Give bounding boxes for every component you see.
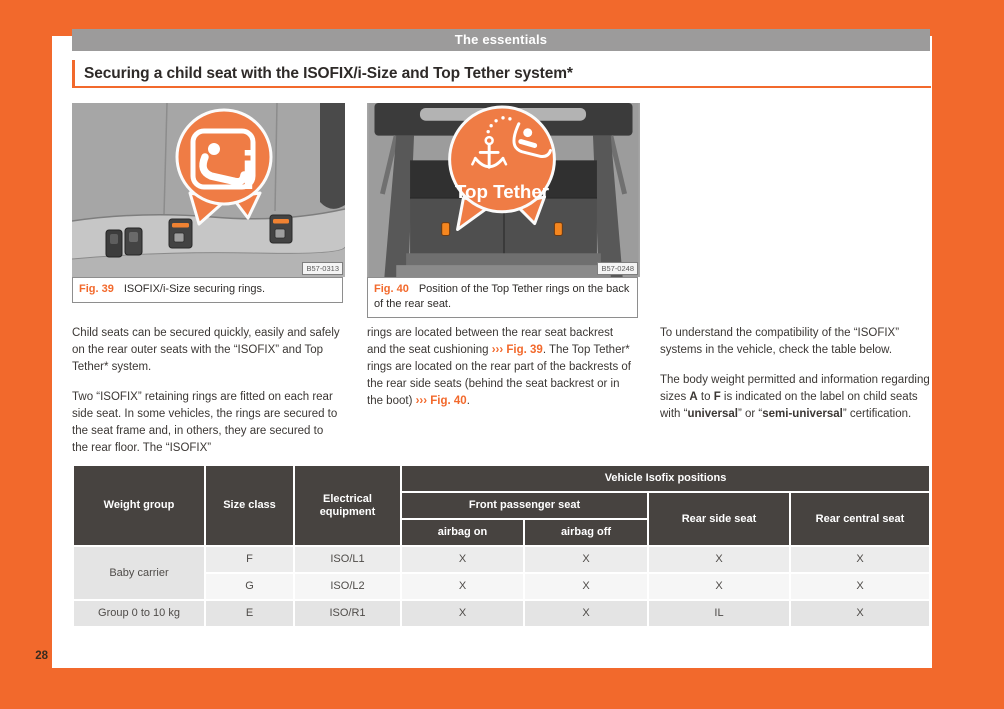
child-seat-icon: [199, 143, 248, 186]
cell-airbag-off: X: [523, 599, 649, 628]
text-column-1: Child seats can be secured quickly, easi…: [72, 325, 340, 470]
figure-39-caption: Fig. 39 ISOFIX/i-Size securing rings.: [72, 277, 343, 303]
isofix-i-size-badge-icon: i: [175, 108, 273, 226]
figure-39-image: i B57-0313: [72, 103, 345, 277]
top-tether-ring-right: [553, 222, 563, 236]
header-cell-electrical-equipment: Electrical equipment: [293, 464, 402, 547]
figure-39-caption-text: ISOFIX/i-Size securing rings.: [123, 283, 266, 295]
cell-airbag-on: X: [400, 572, 525, 601]
page-number: 28: [35, 650, 48, 662]
header-cell-airbag-off: airbag off: [523, 518, 649, 547]
image-code-label: B57-0313: [302, 262, 343, 275]
fig39-cross-reference[interactable]: ››› Fig. 39: [491, 344, 543, 356]
paragraph-text: ” certification.: [842, 408, 912, 420]
figure-40-caption-text: Position of the Top Tether rings on the …: [374, 283, 630, 310]
text-column-2: rings are located between the rear seat …: [367, 325, 635, 423]
anchor-icon: [471, 135, 508, 169]
cell-size-class: E: [204, 599, 295, 628]
cell-rear-side: X: [647, 545, 791, 574]
figure-40-caption: Fig. 40 Position of the Top Tether rings …: [367, 277, 638, 318]
isofix-rings-illustration: i: [72, 103, 345, 277]
fig40-cross-reference[interactable]: ››› Fig. 40: [415, 395, 467, 407]
section-header-bar: The essentials: [72, 29, 930, 51]
table-row: Group 0 to 10 kg E ISO/R1 X X IL X: [72, 599, 932, 628]
size-a-bold: A: [689, 391, 698, 403]
paragraph-text: .: [466, 395, 470, 407]
header-cell-front-passenger: Front passenger seat: [400, 491, 649, 520]
cell-size-class: F: [204, 545, 295, 574]
paragraph: rings are located between the rear seat …: [367, 325, 635, 410]
cell-rear-side: X: [647, 572, 791, 601]
paragraph-text: The body weight permitted and informatio…: [660, 374, 930, 403]
header-cell-airbag-on: airbag on: [400, 518, 525, 547]
semi-universal-bold: semi-universal: [762, 408, 843, 420]
top-tether-ring-left: [441, 222, 451, 236]
cell-electrical: ISO/L2: [293, 572, 402, 601]
page-title: Securing a child seat with the ISOFIX/i-…: [72, 60, 931, 88]
belt-buckles: [105, 227, 143, 258]
cell-airbag-on: X: [400, 599, 525, 628]
isofix-anchor-cover-left: [168, 218, 193, 249]
figure-39-label: Fig. 39: [79, 283, 114, 295]
isofix-anchor-cover-right: [269, 214, 293, 244]
size-f-bold: F: [713, 391, 721, 403]
paragraph-text: ” or “: [737, 408, 763, 420]
paragraph: To understand the compatibility of the “…: [660, 327, 900, 356]
paragraph: Child seats can be secured quickly, easi…: [72, 327, 340, 373]
cell-airbag-off: X: [523, 545, 649, 574]
top-tether-label: Top Tether: [455, 181, 550, 202]
header-cell-rear-central: Rear central seat: [788, 491, 932, 547]
top-tether-illustration: Top Tether: [368, 103, 639, 277]
cell-rear-central: X: [788, 599, 932, 628]
cell-rear-side: IL: [647, 599, 791, 628]
headrest-shape: [320, 103, 345, 209]
text-column-3: To understand the compatibility of the “…: [660, 325, 933, 436]
cell-rear-central: X: [788, 545, 932, 574]
manual-page: The essentials Securing a child seat wit…: [52, 29, 933, 668]
header-cell-rear-side: Rear side seat: [647, 491, 791, 547]
cell-weight-group: Group 0 to 10 kg: [72, 599, 206, 628]
table-header-row: Front passenger seat Rear side seat Rear…: [73, 491, 932, 547]
paragraph: The body weight permitted and informatio…: [660, 372, 933, 423]
paragraph-text: to: [697, 391, 714, 403]
child-seat-icon: [512, 122, 552, 158]
cell-airbag-on: X: [400, 545, 525, 574]
table-header-row: Weight group Size class Electrical equip…: [72, 464, 932, 547]
figure-40-image: Top Tether B57-0248: [367, 103, 640, 277]
cell-rear-central: X: [788, 572, 932, 601]
header-cell-weight-group: Weight group: [72, 464, 206, 547]
isofix-positions-table: Weight group Size class Electrical equip…: [72, 464, 932, 628]
paragraph-text: rings are located between the rear seat …: [367, 327, 614, 356]
paragraph-text: . The Top Tether* rings are located on t…: [367, 344, 632, 407]
header-cell-size-class: Size class: [204, 464, 295, 547]
header-cell-isofix-positions: Vehicle Isofix positions: [399, 464, 932, 493]
cell-airbag-off: X: [523, 572, 649, 601]
cell-electrical: ISO/R1: [293, 599, 402, 628]
table-row: G ISO/L2 X X X X: [73, 572, 932, 601]
table-header-row: airbag on airbag off: [73, 518, 930, 547]
paragraph-text: is indicated on the label on child seats…: [660, 391, 918, 420]
universal-bold: universal: [687, 408, 738, 420]
cell-electrical: ISO/L1: [293, 545, 402, 574]
cell-weight-group: Baby carrier: [72, 545, 206, 601]
paragraph: Two “ISOFIX” retaining rings are fitted …: [72, 391, 338, 454]
image-code-label: B57-0248: [597, 262, 638, 275]
table-row: Baby carrier F ISO/L1 X X X X: [72, 545, 932, 601]
cell-size-class: G: [204, 572, 295, 601]
figure-40-label: Fig. 40: [374, 283, 409, 295]
tether-chain-dots: [486, 116, 512, 134]
top-tether-badge-icon: Top Tether: [448, 105, 556, 232]
i-size-letter: i: [241, 141, 256, 201]
